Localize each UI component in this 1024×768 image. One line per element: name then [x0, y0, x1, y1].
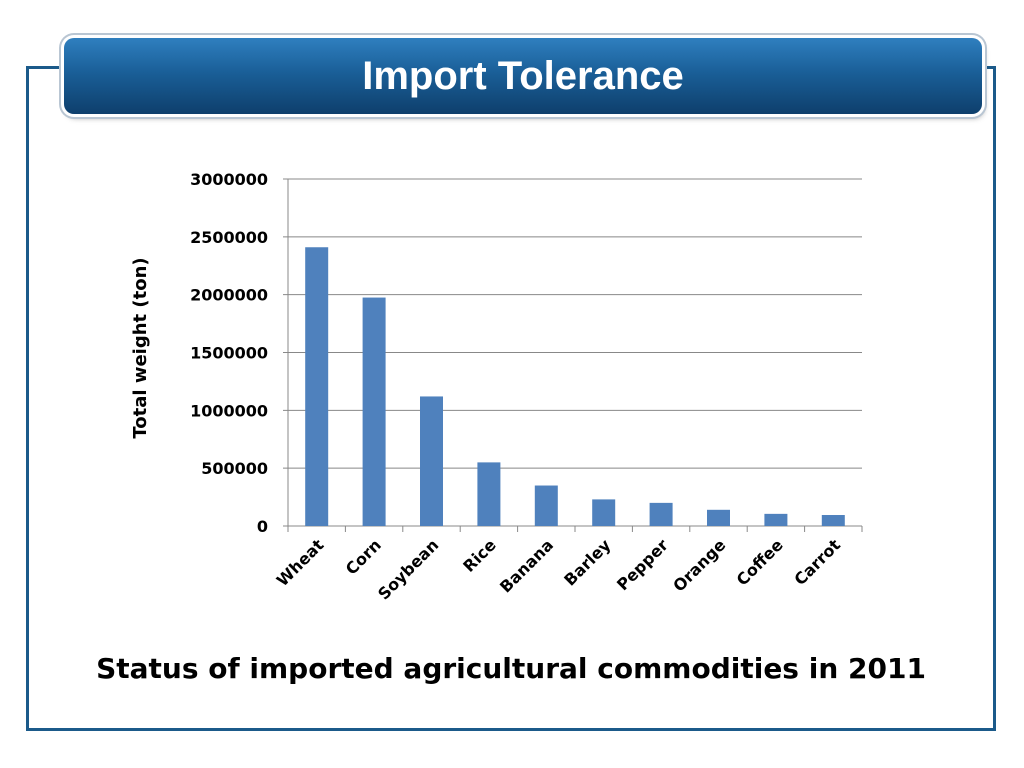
- y-tick-label: 0: [257, 517, 268, 536]
- bar-soybean: [420, 396, 443, 526]
- title-banner: Import Tolerance: [64, 38, 982, 114]
- y-tick-label: 1000000: [190, 401, 268, 420]
- bar-corn: [362, 297, 386, 526]
- x-tick-label: Banana: [496, 535, 557, 596]
- y-tick-label: 500000: [201, 459, 268, 478]
- bar-barley: [592, 499, 616, 526]
- bar-carrot: [821, 515, 845, 526]
- slide-title: Import Tolerance: [362, 53, 684, 98]
- bar-wheat: [305, 247, 329, 526]
- x-tick-label: Soybean: [374, 535, 442, 603]
- y-tick-label: 2000000: [190, 286, 268, 305]
- x-tick-label: Corn: [342, 535, 385, 578]
- y-tick-labels: 0 500000 1000000 1500000 2000000 2500000 30000…: [190, 170, 268, 536]
- bar-banana: [534, 485, 558, 526]
- slide-caption: Status of imported agricultural commodit…: [96, 652, 926, 685]
- x-tick-label: Coffee: [733, 535, 787, 589]
- x-tick-label: Orange: [669, 535, 729, 595]
- x-tick-label: Barley: [560, 535, 615, 590]
- y-tick-label: 2500000: [190, 228, 268, 247]
- x-tick-label: Rice: [459, 535, 500, 576]
- bars: [305, 247, 845, 526]
- bar-orange: [707, 509, 730, 526]
- y-axis-label: Total weight (ton): [130, 257, 151, 438]
- x-tick-label: Wheat: [273, 535, 328, 590]
- x-tick-label: Pepper: [613, 535, 672, 594]
- bar-pepper: [649, 502, 673, 526]
- y-tick-label: 3000000: [190, 170, 268, 189]
- y-tick-label: 1500000: [190, 344, 268, 363]
- bar-rice: [477, 462, 501, 526]
- bar-coffee: [764, 513, 788, 526]
- x-tick-label: Carrot: [790, 535, 844, 589]
